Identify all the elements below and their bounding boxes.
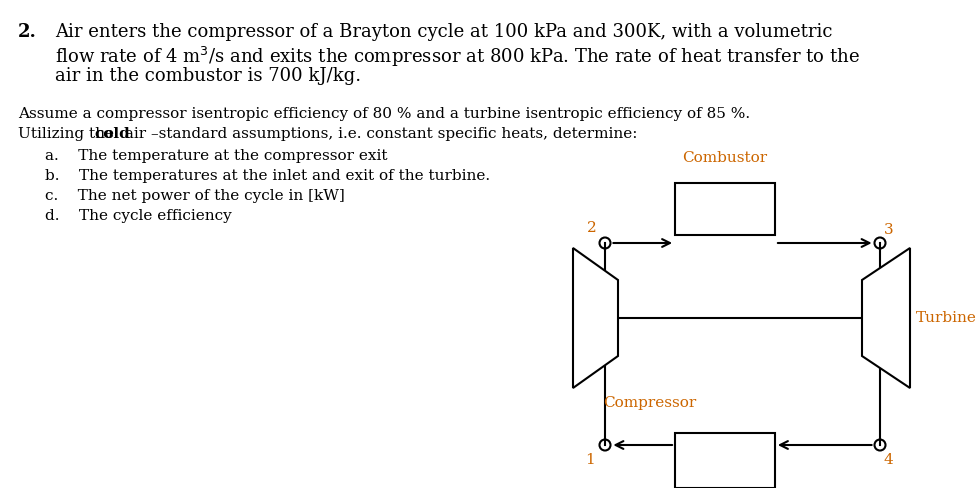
- Text: Utilizing the: Utilizing the: [18, 127, 119, 141]
- Text: 2.: 2.: [18, 23, 37, 41]
- Text: 1: 1: [584, 453, 594, 467]
- Text: Combustor: Combustor: [682, 151, 767, 165]
- Bar: [674, 433, 774, 488]
- Text: flow rate of 4 m$^3$/s and exits the compressor at 800 kPa. The rate of heat tra: flow rate of 4 m$^3$/s and exits the com…: [55, 45, 859, 69]
- Text: 4: 4: [883, 453, 893, 467]
- Text: d.    The cycle efficiency: d. The cycle efficiency: [45, 209, 232, 223]
- Text: b.    The temperatures at the inlet and exit of the turbine.: b. The temperatures at the inlet and exi…: [45, 169, 489, 183]
- Text: Turbine: Turbine: [915, 311, 976, 325]
- Polygon shape: [573, 248, 617, 388]
- Text: air in the combustor is 700 kJ/kg.: air in the combustor is 700 kJ/kg.: [55, 67, 361, 85]
- Text: Compressor: Compressor: [603, 396, 696, 410]
- Text: c.    The net power of the cycle in [kW]: c. The net power of the cycle in [kW]: [45, 189, 345, 203]
- Bar: [674, 183, 774, 235]
- Text: Assume a compressor isentropic efficiency of 80 % and a turbine isentropic effic: Assume a compressor isentropic efficienc…: [18, 107, 749, 121]
- Text: air –standard assumptions, i.e. constant specific heats, determine:: air –standard assumptions, i.e. constant…: [120, 127, 637, 141]
- Text: cold: cold: [94, 127, 130, 141]
- Text: Air enters the compressor of a Brayton cycle at 100 kPa and 300K, with a volumet: Air enters the compressor of a Brayton c…: [55, 23, 831, 41]
- Text: 2: 2: [586, 221, 596, 235]
- Text: a.    The temperature at the compressor exit: a. The temperature at the compressor exi…: [45, 149, 387, 163]
- Text: 3: 3: [883, 223, 893, 237]
- Polygon shape: [861, 248, 909, 388]
